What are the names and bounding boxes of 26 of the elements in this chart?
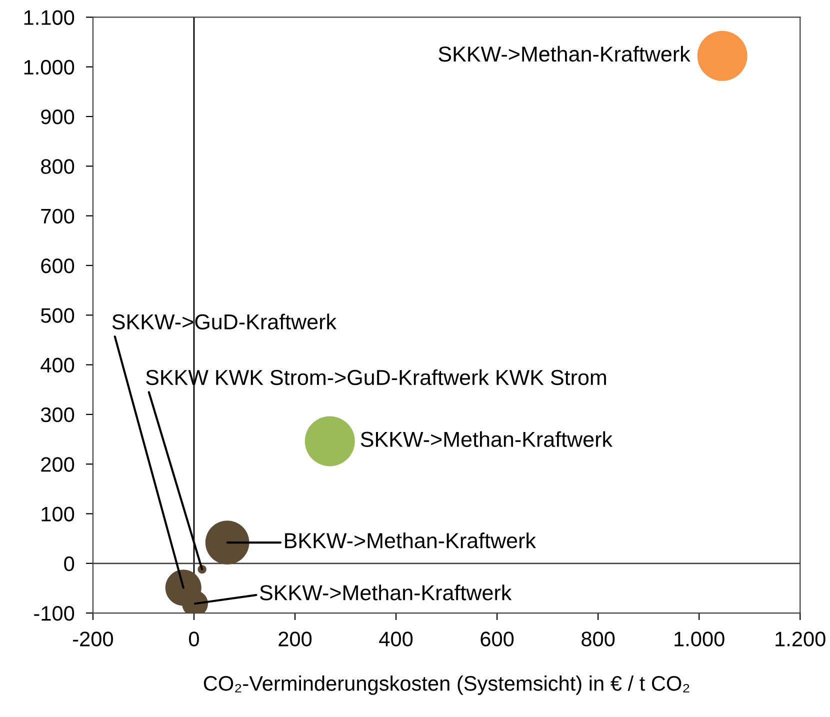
y-tick-label: 500 (40, 308, 74, 323)
y-tick-label: -100 (34, 606, 74, 621)
x-tick-label: 0 (189, 632, 199, 646)
x-axis-title: CO₂-Verminderungskosten (Systemsicht) in € / t CO₂ (204, 676, 690, 695)
y-tick-label: 100 (42, 506, 74, 522)
annotation: BKKW->Methan-Kraftwerk (285, 532, 536, 548)
x-tick-label: -200 (73, 632, 113, 646)
y-tick-label: 300 (40, 407, 74, 422)
y-tick-label: 200 (41, 457, 74, 472)
x-tick-label: 400 (379, 632, 413, 646)
annotation: SKKW->Methan-Kraftwerk (438, 46, 690, 62)
x-tick-label: 200 (278, 632, 312, 646)
y-tick-label: 600 (41, 258, 74, 274)
y-tick-label: 1.000 (24, 60, 74, 75)
y-tick-label: 800 (41, 159, 74, 174)
annotation: SKKW->Methan-Kraftwerk (260, 584, 512, 600)
x-tick-label: 800 (582, 632, 615, 646)
y-tick-label: 700 (41, 208, 74, 224)
x-tick-label: 600 (480, 632, 514, 646)
y-tick-label: 0 (64, 556, 74, 572)
x-tick-label: 1.000 (674, 632, 724, 646)
y-tick-label: 900 (41, 110, 74, 124)
y-tick-label: 1.100 (24, 10, 74, 25)
annotation: SKKW->Methan-Kraftwerk (360, 431, 613, 448)
x-tick-label: 1.200 (776, 632, 826, 646)
y-tick-label: 400 (40, 358, 74, 373)
